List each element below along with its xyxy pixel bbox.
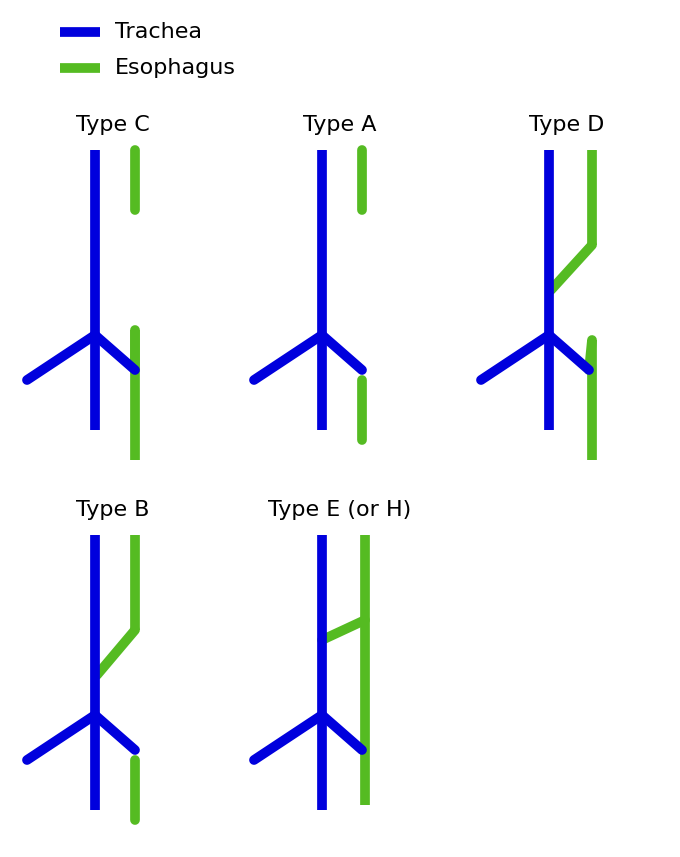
- Text: Type B: Type B: [76, 500, 150, 520]
- Text: Type C: Type C: [76, 115, 150, 135]
- Text: Esophagus: Esophagus: [115, 58, 236, 78]
- Text: Type A: Type A: [303, 115, 377, 135]
- Text: Trachea: Trachea: [115, 22, 202, 42]
- Text: Type D: Type D: [529, 115, 605, 135]
- Text: Type E (or H): Type E (or H): [269, 500, 411, 520]
